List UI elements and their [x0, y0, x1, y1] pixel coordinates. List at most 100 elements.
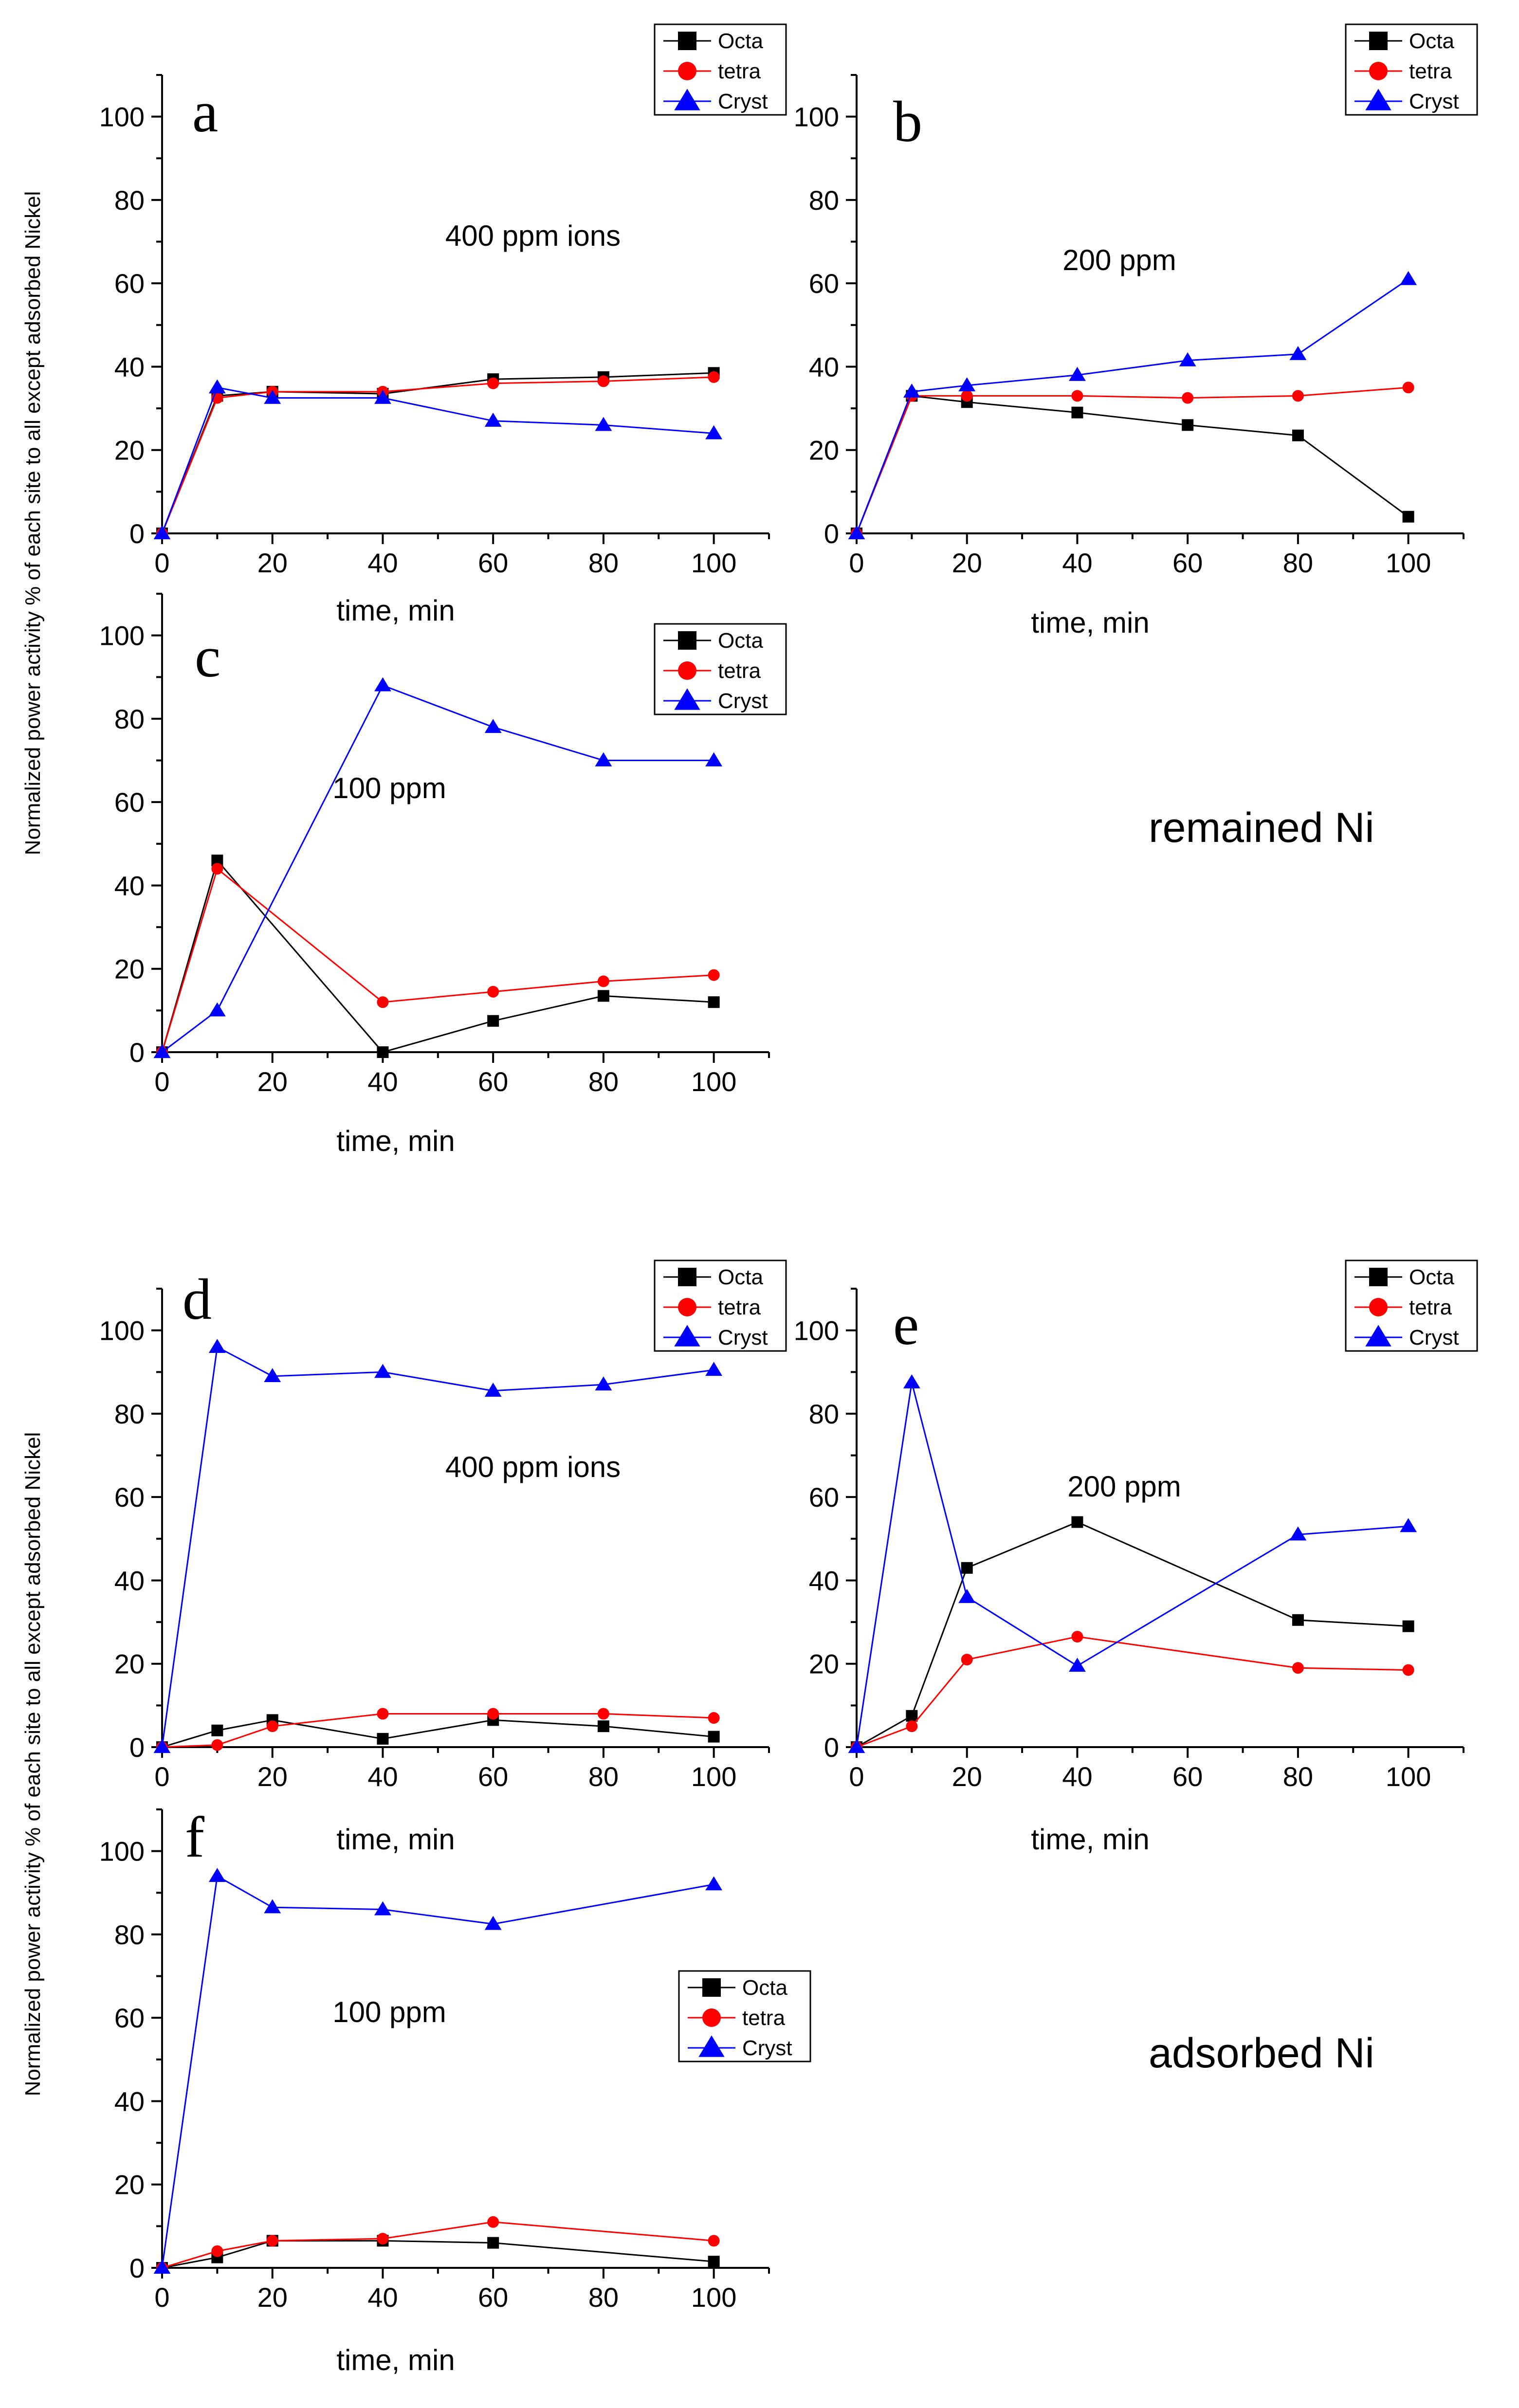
legend-marker-octa: [702, 1978, 721, 1997]
legend-marker-cryst: [674, 89, 700, 110]
legend-marker-tetra: [702, 2008, 721, 2027]
data-point-octa: [1071, 406, 1083, 419]
data-point-tetra: [708, 969, 720, 981]
data-point-octa: [708, 1731, 720, 1743]
data-point-cryst: [374, 677, 391, 692]
data-point-tetra: [266, 1720, 278, 1733]
data-point-tetra: [597, 975, 609, 987]
legend-label-cryst: Cryst: [718, 90, 768, 113]
x-tick-label: 20: [257, 1761, 288, 1792]
y-axis-title-top: Normalized power activity % of each site…: [21, 191, 45, 856]
series-line-octa: [162, 2240, 714, 2269]
series-cryst: [153, 1339, 723, 1753]
data-point-octa: [597, 990, 609, 1002]
y-tick-label: 100: [99, 102, 145, 132]
y-tick-label: 20: [114, 954, 145, 985]
data-point-tetra: [1292, 1662, 1304, 1674]
legend-marker-tetra: [1369, 62, 1388, 80]
x-tick-label: 0: [849, 1761, 864, 1792]
series-cryst: [153, 1868, 723, 2274]
panel-letter: a: [192, 79, 218, 144]
panel-b: 0 20 40 60 80 100 0 20 40 60 80 100 time, min b 200 pp…: [794, 23, 1478, 639]
data-point-tetra: [487, 377, 499, 389]
y-tick-label: 60: [809, 1482, 839, 1513]
x-tick-label: 80: [588, 547, 619, 578]
x-tick-label: 20: [952, 1761, 982, 1792]
panel-letter: b: [893, 89, 922, 154]
series-cryst: [153, 677, 723, 1058]
data-point-octa: [597, 1720, 609, 1733]
x-tick-label: 40: [367, 2282, 398, 2313]
group-label-adsorbed: adsorbed Ni: [1149, 2030, 1374, 2077]
series-line-tetra: [856, 1636, 1409, 1748]
data-point-cryst: [848, 525, 865, 540]
legend-marker-octa: [678, 32, 696, 50]
concentration-annotation: 400 ppm ions: [445, 219, 621, 252]
data-point-octa: [1292, 429, 1304, 441]
data-point-cryst: [374, 1901, 391, 1915]
y-tick-label: 0: [129, 1037, 145, 1068]
series-line-cryst: [161, 1875, 714, 2268]
x-tick-label: 60: [478, 1761, 508, 1792]
y-tick-label: 80: [114, 1919, 145, 1950]
concentration-annotation: 100 ppm: [332, 772, 446, 804]
x-tick-label: 100: [691, 1066, 736, 1097]
data-point-cryst: [153, 1739, 171, 1753]
y-tick-label: 0: [129, 2253, 145, 2283]
data-point-cryst: [705, 1362, 723, 1376]
x-tick-label: 40: [367, 547, 398, 578]
series-cryst: [848, 1374, 1417, 1753]
x-tick-label: 100: [691, 547, 736, 578]
x-tick-label: 60: [1172, 1761, 1203, 1792]
concentration-annotation: 200 ppm: [1067, 1470, 1181, 1503]
data-point-cryst: [595, 1376, 612, 1391]
y-tick-label: 20: [114, 1649, 145, 1679]
data-point-octa: [1292, 1614, 1304, 1626]
legend-box: [654, 1259, 787, 1352]
series-tetra: [156, 2216, 720, 2274]
x-tick-label: 0: [154, 547, 169, 578]
y-tick-label: 60: [809, 268, 839, 299]
data-point-cryst: [1400, 1518, 1417, 1532]
legend: Octa tetra Cryst: [1345, 23, 1478, 116]
legend-label-octa: Octa: [1409, 29, 1454, 53]
data-point-tetra: [487, 985, 499, 998]
data-point-cryst: [1289, 1526, 1307, 1541]
y-tick-label: 100: [99, 1315, 145, 1346]
x-axis-title: time, min: [1031, 606, 1149, 639]
legend-label-octa: Octa: [718, 629, 763, 653]
data-point-tetra: [1182, 392, 1194, 404]
legend-marker-octa: [1369, 1268, 1388, 1286]
series-octa: [156, 855, 720, 1058]
data-point-tetra: [377, 996, 389, 1008]
legend-marker-cryst: [674, 1325, 700, 1347]
legend-box: [654, 623, 787, 715]
panel-letter: c: [195, 624, 220, 689]
x-tick-label: 60: [1172, 547, 1203, 578]
data-point-tetra: [377, 2233, 389, 2245]
data-point-tetra: [266, 2235, 278, 2247]
y-tick-label: 40: [114, 870, 145, 901]
x-tick-label: 100: [691, 1761, 736, 1792]
data-point-cryst: [705, 752, 723, 766]
series-line-octa: [856, 1521, 1409, 1748]
data-point-cryst: [208, 1002, 226, 1017]
data-point-cryst: [958, 377, 976, 392]
data-point-octa: [1071, 1516, 1083, 1528]
legend: Octa tetra Cryst: [654, 1259, 787, 1352]
legend-label-tetra: tetra: [718, 1295, 761, 1319]
legend-marker-cryst: [674, 688, 700, 710]
legend: Octa tetra Cryst: [654, 623, 787, 715]
data-point-cryst: [595, 752, 612, 766]
data-point-cryst: [153, 1044, 171, 1058]
y-tick-label: 60: [114, 1482, 145, 1513]
y-tick-label: 0: [129, 1732, 145, 1763]
x-tick-label: 40: [367, 1066, 398, 1097]
y-tick-label: 80: [114, 1399, 145, 1429]
legend-label-octa: Octa: [718, 1265, 763, 1289]
legend-label-tetra: tetra: [742, 2006, 786, 2030]
legend-marker-octa: [1369, 32, 1388, 50]
legend: Octa tetra Cryst: [678, 1970, 811, 2062]
data-point-octa: [1402, 511, 1414, 523]
